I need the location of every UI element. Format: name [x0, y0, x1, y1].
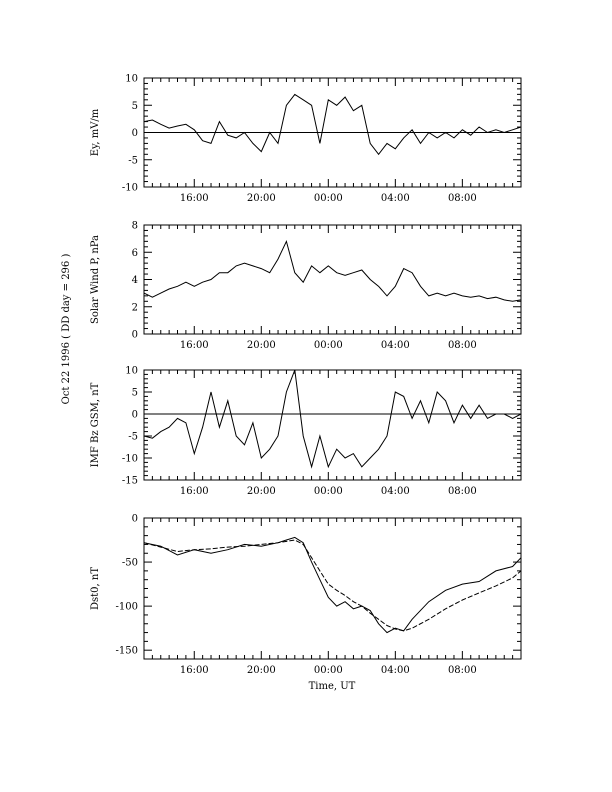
y-tick-label: 10: [125, 74, 138, 85]
x-tick-label: 00:00: [314, 193, 343, 204]
y-tick-label: -50: [122, 558, 138, 569]
y-tick-label: 10: [125, 366, 138, 377]
x-tick-label: 08:00: [448, 193, 477, 204]
series-line-2: [143, 539, 522, 632]
x-tick-label: 00:00: [314, 665, 343, 676]
y-tick-label: -5: [128, 432, 138, 443]
x-tick-label: 16:00: [180, 665, 209, 676]
series-line-1: [143, 536, 522, 634]
y-tick-label: 5: [132, 388, 138, 399]
x-tick-label: 00:00: [314, 486, 343, 497]
y-axis-label: Ey, mV/m: [90, 108, 101, 156]
x-tick-label: 16:00: [180, 193, 209, 204]
y-tick-label: 8: [132, 221, 138, 232]
x-tick-label: 20:00: [247, 486, 276, 497]
y-tick-label: -100: [116, 602, 138, 613]
y-tick-label: 0: [132, 330, 138, 341]
y-tick-label: -15: [122, 476, 138, 487]
x-tick-label: 16:00: [180, 486, 209, 497]
panel-2: 16:00 20:00 00:00 04:00 08:00 0 2 4 6 8 Solar Wind…: [90, 221, 522, 351]
x-tick-label: 20:00: [247, 665, 276, 676]
x-tick-label: 16:00: [180, 340, 209, 351]
y-tick-label: -10: [122, 183, 138, 194]
x-tick-label: 04:00: [381, 486, 410, 497]
y-tick-label: 0: [132, 128, 138, 139]
panel-frame: [143, 517, 522, 660]
series-line-1: [143, 93, 522, 156]
y-tick-label: -5: [128, 155, 138, 166]
y-tick-label: 0: [132, 410, 138, 421]
y-axis-label: Solar Wind P, nPa: [90, 235, 101, 324]
x-tick-label: 20:00: [247, 193, 276, 204]
panel-frame: [143, 224, 522, 335]
panel-1: 16:00 20:00 00:00 04:00 08:00 -10 -5 0 5 10 Ey, mV…: [90, 74, 522, 204]
y-tick-label: -150: [116, 646, 138, 657]
series-line-1: [143, 239, 522, 302]
x-tick-label: 08:00: [448, 486, 477, 497]
y-tick-label: -10: [122, 454, 138, 465]
y-tick-label: 4: [132, 275, 138, 286]
panel-4: 16:00 20:00 00:00 04:00 08:00 -150 -100 -50 0 Dst…: [90, 514, 522, 676]
x-tick-label: 08:00: [448, 665, 477, 676]
x-axis-label: Time, UT: [309, 681, 356, 692]
x-tick-label: 00:00: [314, 340, 343, 351]
x-tick-label: 04:00: [381, 193, 410, 204]
panel-3: 16:00 20:00 00:00 04:00 08:00 -15 -10 -5 0 5 10 IMF…: [90, 366, 522, 497]
side-label: Oct 22 1996 ( DD day = 296 ): [61, 254, 72, 405]
y-tick-label: 0: [132, 514, 138, 525]
x-tick-label: 20:00: [247, 340, 276, 351]
y-tick-label: 5: [132, 101, 138, 112]
y-tick-label: 6: [132, 248, 138, 259]
x-tick-label: 08:00: [448, 340, 477, 351]
series-line-1: [143, 369, 522, 469]
y-tick-label: 2: [132, 302, 138, 313]
x-tick-label: 04:00: [381, 340, 410, 351]
y-axis-label: Dst0, nT: [90, 567, 101, 610]
y-axis-label: IMF Bz GSM, nT: [90, 382, 101, 467]
panel-frame: [143, 369, 522, 481]
x-tick-label: 04:00: [381, 665, 410, 676]
